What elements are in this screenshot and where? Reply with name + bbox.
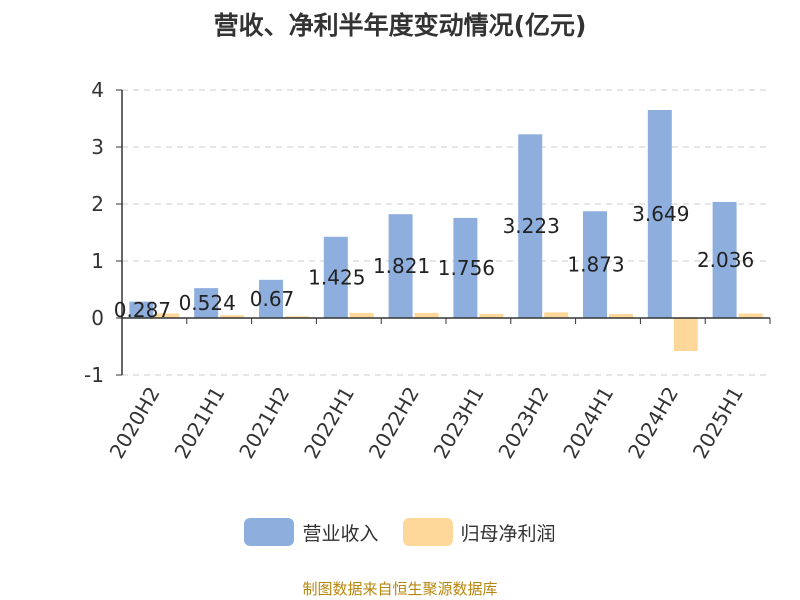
- y-tick-label: 0: [91, 306, 104, 330]
- revenue-bar: [647, 110, 672, 318]
- legend-item-revenue[interactable]: 营业收入: [244, 518, 379, 546]
- x-tick-label: 2023H1: [429, 383, 489, 463]
- revenue-data-label: 1.756: [438, 256, 495, 280]
- axes: [121, 90, 771, 375]
- y-tick-label: 1: [91, 249, 104, 273]
- revenue-bar: [194, 288, 219, 318]
- x-tick-label: 2022H1: [299, 383, 359, 463]
- data-source-note: 制图数据来自恒生聚源数据库: [302, 580, 498, 598]
- net-profit-bar: [479, 314, 504, 318]
- y-tick-label: 2: [91, 192, 104, 216]
- revenue-data-label: 0.287: [114, 298, 171, 322]
- x-tick-label: 2020H2: [105, 383, 165, 463]
- y-tick-label: 4: [91, 78, 104, 102]
- revenue-data-label: 0.524: [179, 291, 236, 315]
- y-tick-label: 3: [91, 135, 104, 159]
- revenue-bar: [712, 201, 737, 318]
- revenue-bar: [453, 217, 478, 318]
- x-tick-labels: 2020H2 2021H1 2021H2 2022H1 2022H2 2023H1 2023…: [105, 383, 748, 463]
- revenue-bar: [583, 211, 607, 318]
- net-profit-bar: [349, 312, 374, 318]
- legend-swatch-revenue: [244, 518, 295, 546]
- x-tick-label: 2022H2: [364, 383, 424, 463]
- bars: [129, 110, 763, 352]
- revenue-bar: [323, 236, 348, 318]
- chart-title: 营收、净利半年度变动情况(亿元): [213, 11, 587, 40]
- revenue-data-label: 0.67: [250, 287, 295, 311]
- legend-swatch-net-profit: [402, 518, 453, 546]
- revenue-data-label: 2.036: [697, 248, 754, 272]
- revenue-data-label: 1.873: [567, 253, 624, 277]
- revenue-bar: [129, 301, 154, 318]
- revenue-bar: [388, 214, 413, 318]
- legend-label-revenue: 营业收入: [302, 522, 379, 545]
- data-labels: 0.287 0.524 0.67 1.425 1.821 1.756 3.223 1.873 3…: [114, 202, 754, 322]
- x-tick-label: 2024H2: [623, 383, 683, 463]
- x-tick-label: 2025H1: [688, 383, 748, 463]
- grid-lines: [122, 89, 770, 376]
- net-profit-bar: [738, 313, 763, 318]
- y-tick-label: -1: [84, 363, 104, 387]
- revenue-bar: [259, 279, 283, 318]
- net-profit-bar: [285, 316, 309, 318]
- y-tick-labels: -1 0 1 2 3 4: [84, 78, 122, 387]
- revenue-data-label: 1.821: [373, 254, 430, 278]
- revenue-data-label: 3.223: [503, 214, 560, 238]
- x-tick-label: 2021H1: [169, 383, 229, 463]
- revenue-bar: [518, 134, 543, 318]
- revenue-data-label: 1.425: [308, 265, 365, 289]
- legend-label-net-profit: 归母净利润: [460, 522, 556, 545]
- x-tick-label: 2023H2: [493, 383, 553, 463]
- legend: 营业收入 归母净利润: [0, 518, 800, 546]
- x-tick-label: 2021H2: [234, 383, 294, 463]
- net-profit-bar: [414, 312, 439, 318]
- revenue-data-label: 3.649: [632, 202, 689, 226]
- legend-item-net-profit[interactable]: 归母净利润: [402, 518, 556, 546]
- net-profit-bar: [155, 313, 180, 318]
- net-profit-bar: [673, 318, 698, 352]
- net-profit-bar: [544, 312, 569, 318]
- net-profit-bar: [220, 315, 245, 318]
- x-tick-label: 2024H1: [558, 383, 618, 463]
- net-profit-bar: [609, 314, 633, 318]
